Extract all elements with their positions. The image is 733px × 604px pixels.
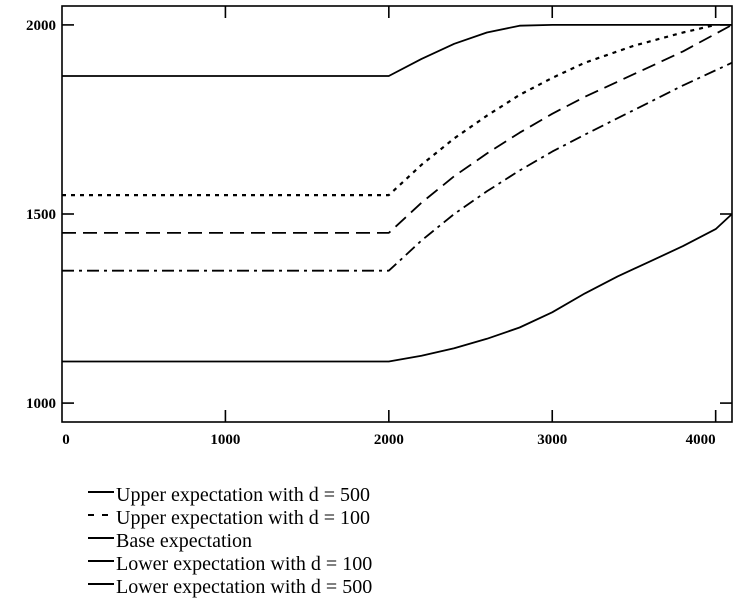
series-lines [62, 23, 733, 363]
y-tick-label: 1000 [26, 396, 56, 412]
legend-label: Base expectation [116, 530, 253, 552]
legend-item: Base expectation [88, 530, 588, 554]
axis-tick-labels: 0 1000 2000 3000 4000 1000 1500 2000 [26, 18, 716, 448]
legend-swatch [88, 537, 114, 539]
legend-swatch [88, 583, 114, 585]
x-tick-label: 4000 [686, 432, 716, 448]
y-tick-label: 2000 [26, 18, 56, 34]
legend-label: Lower expectation with d = 100 [116, 553, 373, 575]
y-tick-label: 1500 [26, 207, 56, 223]
series-line-3 [62, 24, 733, 234]
legend-item: Lower expectation with d = 500 [88, 576, 588, 600]
axis-ticks [62, 6, 732, 422]
legend-item: Upper expectation with d = 500 [88, 484, 588, 508]
line-chart: 0 1000 2000 3000 4000 1000 1500 2000 [26, 5, 733, 448]
legend-label: Lower expectation with d = 500 [116, 576, 373, 598]
series-line-5 [62, 213, 733, 363]
series-line-4 [62, 61, 733, 272]
legend-item: Upper expectation with d = 100 [88, 507, 588, 531]
x-tick-label: 1000 [210, 432, 240, 448]
legend-swatch [88, 560, 114, 562]
legend-item: Lower expectation with d = 100 [88, 553, 588, 577]
x-tick-label: 0 [62, 432, 70, 448]
legend-label: Upper expectation with d = 500 [116, 484, 370, 506]
x-tick-label: 2000 [374, 432, 404, 448]
series-line-1 [62, 23, 732, 77]
legend-label: Upper expectation with d = 100 [116, 507, 370, 529]
x-tick-label: 3000 [537, 432, 567, 448]
legend-swatch [88, 514, 114, 516]
series-line-2 [62, 23, 716, 197]
legend: Upper expectation with d = 500 Upper expe… [88, 484, 588, 600]
legend-swatch [88, 491, 114, 493]
